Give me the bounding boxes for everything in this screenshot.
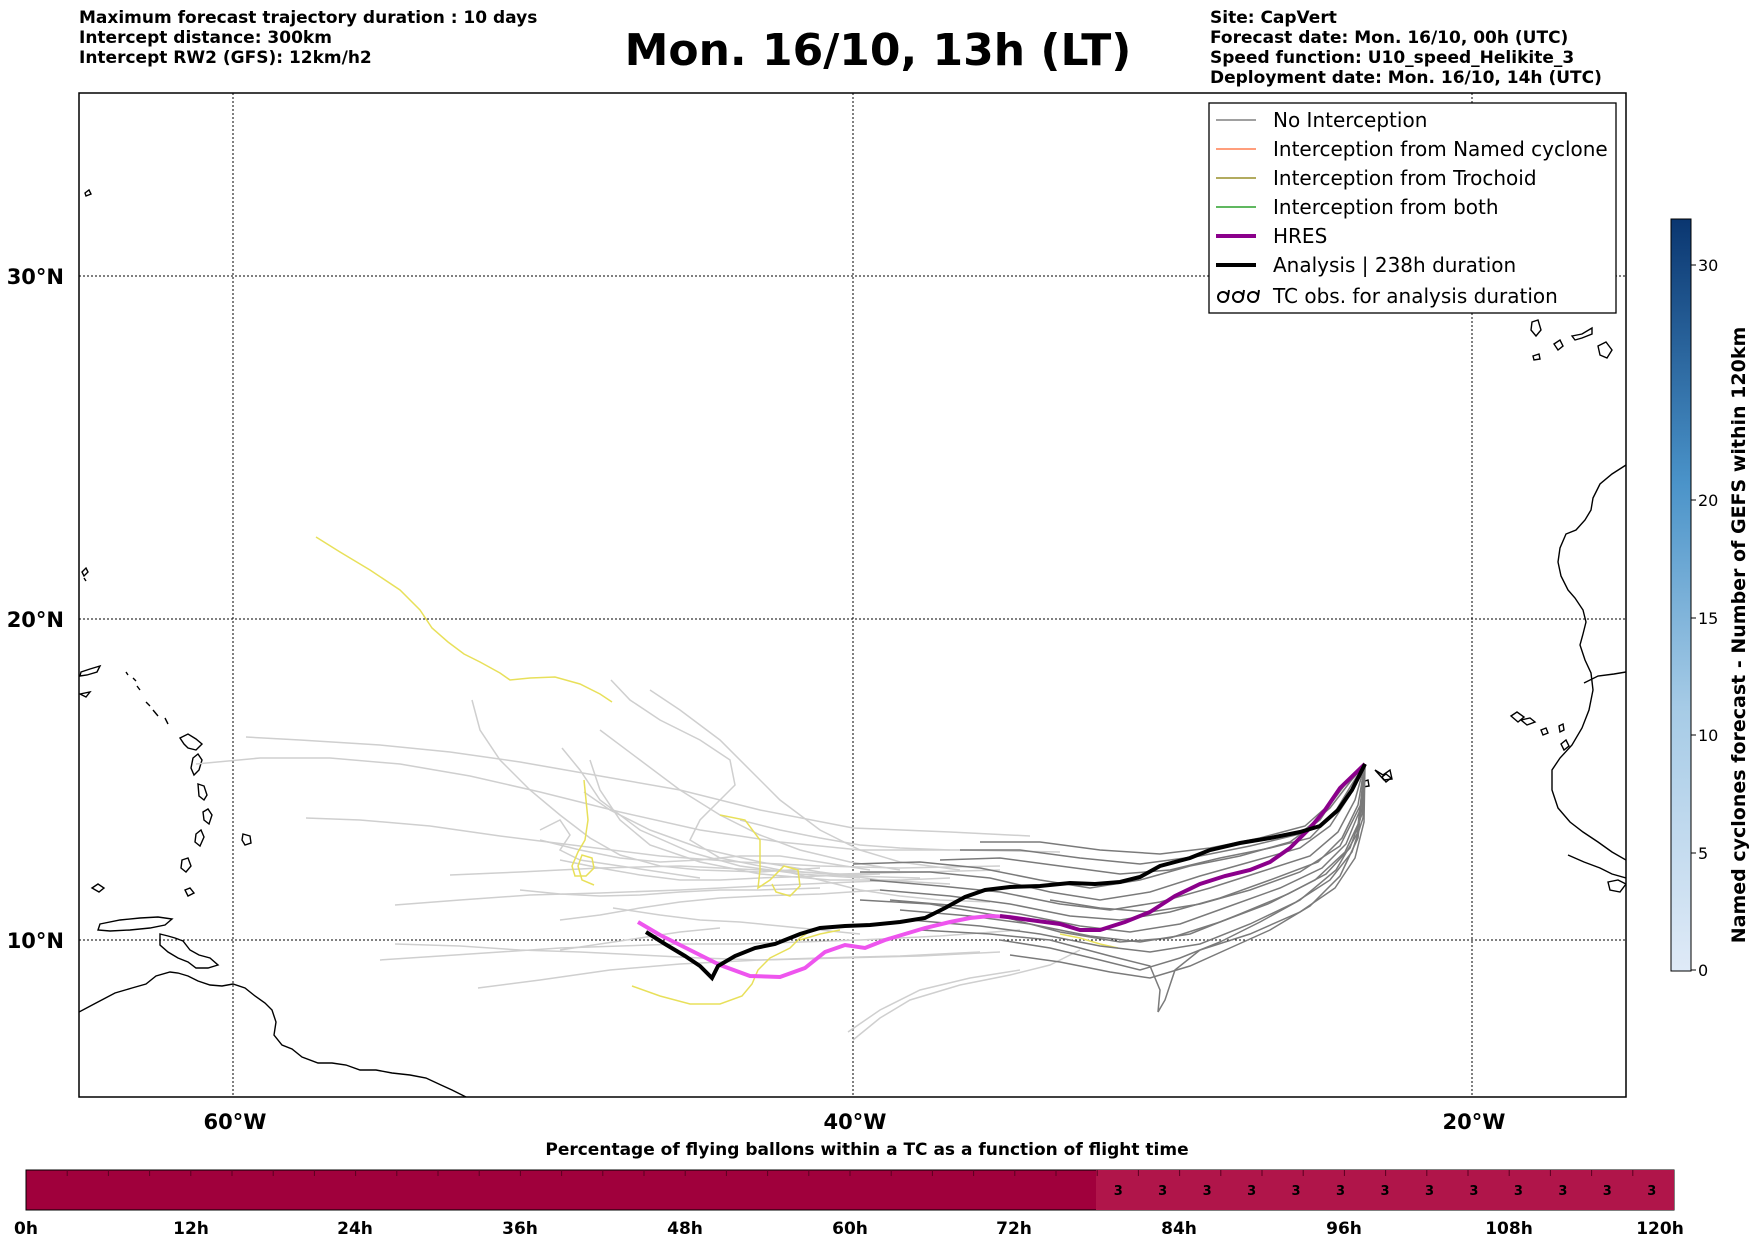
- legend-label-no-interception: No Interception: [1273, 108, 1427, 132]
- speed-function-text: Speed function: U10_speed_Helikite_3: [1210, 48, 1575, 68]
- colorbar-tick-30: 30: [1698, 256, 1718, 275]
- lon-label-40w: 40°W: [824, 1110, 887, 1134]
- flight-time-bar-highlight: [1096, 1170, 1674, 1210]
- flight-time-tick-24h: 24h: [337, 1219, 373, 1239]
- flight-time-tick-48h: 48h: [667, 1219, 703, 1239]
- flight-time-cell-value: 3: [1336, 1184, 1345, 1199]
- flight-time-tick-0h: 0h: [14, 1219, 38, 1239]
- lon-label-60w: 60°W: [204, 1110, 267, 1134]
- site-text: Site: CapVert: [1210, 8, 1337, 28]
- flight-time-tick-60h: 60h: [832, 1219, 868, 1239]
- flight-time-cell-value: 3: [1292, 1184, 1301, 1199]
- flight-time-tick-120h: 120h: [1636, 1219, 1684, 1239]
- colorbar-tick-5: 5: [1698, 844, 1708, 863]
- lon-label-20w: 20°W: [1443, 1110, 1506, 1134]
- lat-label-30n: 30°N: [7, 265, 64, 289]
- flight-time-cell-value: 3: [1469, 1184, 1478, 1199]
- analysis-trajectory: [644, 763, 1367, 982]
- flight-time-tick-12h: 12h: [173, 1219, 209, 1239]
- map-frame: [78, 92, 1627, 1098]
- tc-obs-symbol-icon: [1217, 289, 1260, 303]
- flight-time-tick-96h: 96h: [1326, 1219, 1362, 1239]
- legend: No Interception Interception from Named …: [1208, 102, 1617, 314]
- hres-trajectory-late: [999, 762, 1367, 932]
- flight-time-cell-value: 3: [1247, 1184, 1256, 1199]
- flight-time-cell-value: 3: [1558, 1184, 1567, 1199]
- forecast-settings: Maximum forecast trajectory duration : 1…: [79, 8, 537, 68]
- flight-time-tick-84h: 84h: [1161, 1219, 1197, 1239]
- flight-time-cell-value: 3: [1203, 1184, 1212, 1199]
- colorbar-tick-0: 0: [1698, 961, 1708, 980]
- colorbar: 0 5 10 15 20 30 Named cyclones forecast …: [1670, 218, 1750, 980]
- no-interception-dark-trajectories: [852, 763, 1366, 1013]
- flight-time-cell-value: 3: [1647, 1184, 1656, 1199]
- flight-time-cell-value: 3: [1514, 1184, 1523, 1199]
- colorbar-gradient: [1670, 218, 1692, 972]
- intercept-distance-text: Intercept distance: 300km: [79, 28, 332, 48]
- no-interception-light-trajectories: [195, 679, 1081, 1041]
- flight-time-tick-36h: 36h: [502, 1219, 538, 1239]
- legend-label-analysis: Analysis | 238h duration: [1273, 253, 1516, 277]
- site-info: Site: CapVert Forecast date: Mon. 16/10,…: [1210, 8, 1602, 88]
- lat-label-20n: 20°N: [7, 608, 64, 632]
- legend-label-tc-obs: TC obs. for analysis duration: [1272, 284, 1558, 308]
- yellow-trajectories: [315, 536, 1119, 1005]
- legend-label-both: Interception from both: [1273, 195, 1499, 219]
- legend-label-named-cyclone: Interception from Named cyclone: [1273, 137, 1608, 161]
- flight-time-tick-108h: 108h: [1485, 1219, 1533, 1239]
- colorbar-tick-15: 15: [1698, 609, 1718, 628]
- coastlines: [79, 188, 1626, 1097]
- flight-time-cell-value: 3: [1158, 1184, 1167, 1199]
- flight-time-bar-title: Percentage of flying ballons within a TC…: [545, 1140, 1188, 1160]
- max-duration-text: Maximum forecast trajectory duration : 1…: [79, 8, 538, 28]
- flight-time-bar-tick-labels: 0h 12h 24h 36h 48h 60h 72h 84h 96h 108h …: [14, 1219, 1684, 1239]
- colorbar-tick-20: 20: [1698, 491, 1718, 510]
- hres-trajectory: [636, 913, 1031, 980]
- colorbar-label: Named cyclones forecast - Number of GEFS…: [1728, 327, 1750, 944]
- flight-time-cell-value: 3: [1425, 1184, 1434, 1199]
- colorbar-tick-10: 10: [1698, 726, 1718, 745]
- flight-time-cell-value: 3: [1380, 1184, 1389, 1199]
- flight-time-cell-value: 3: [1603, 1184, 1612, 1199]
- flight-time-bar: Percentage of flying ballons within a TC…: [14, 1140, 1684, 1239]
- deployment-date-text: Deployment date: Mon. 16/10, 14h (UTC): [1210, 68, 1602, 88]
- flight-time-cell-value: 3: [1114, 1184, 1123, 1199]
- flight-time-bar-minor-ticks: [66, 1170, 1634, 1176]
- intercept-rw2-text: Intercept RW2 (GFS): 12km/h2: [79, 48, 372, 68]
- forecast-date-text: Forecast date: Mon. 16/10, 00h (UTC): [1210, 28, 1569, 48]
- legend-label-trochoid: Interception from Trochoid: [1273, 166, 1537, 190]
- colorbar-ticks: [1691, 264, 1696, 971]
- flight-time-bar-cells: 3 3 3 3 3 3 3 3 3 3 3 3 3: [1114, 1184, 1657, 1199]
- legend-label-hres: HRES: [1273, 224, 1327, 248]
- lat-label-10n: 10°N: [7, 929, 64, 953]
- flight-time-tick-72h: 72h: [996, 1219, 1032, 1239]
- page-title: Mon. 16/10, 13h (LT): [624, 25, 1132, 76]
- legend-box: [1208, 102, 1617, 314]
